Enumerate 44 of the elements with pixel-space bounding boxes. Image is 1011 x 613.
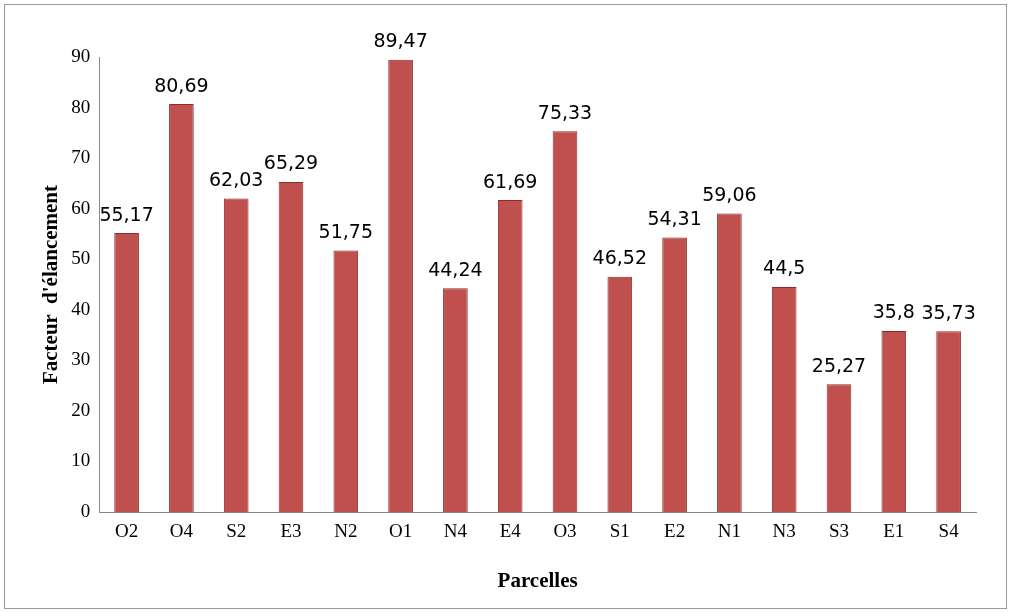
data-label: 35,8 — [872, 300, 915, 323]
x-tick-label: E2 — [664, 520, 686, 542]
x-tick-label: N2 — [334, 520, 358, 542]
data-label: 55,17 — [99, 202, 154, 225]
data-label: 44,24 — [428, 257, 483, 280]
x-tick-label: E3 — [280, 520, 302, 542]
data-label: 65,29 — [263, 151, 319, 174]
data-label: 62,03 — [209, 167, 264, 190]
data-label: 75,33 — [537, 100, 593, 123]
x-tick-label: E1 — [883, 520, 905, 542]
y-tick-label: 20 — [71, 398, 91, 420]
x-tick-label: E4 — [499, 520, 522, 542]
y-tick-label: 10 — [71, 449, 91, 471]
y-tick-label: 0 — [80, 499, 91, 521]
data-label: 46,52 — [592, 246, 647, 269]
data-label: 59,06 — [702, 182, 757, 205]
x-axis-title: Parcelles — [497, 567, 578, 592]
x-tick-label: S1 — [609, 520, 630, 542]
y-tick-label: 50 — [71, 247, 91, 269]
data-label: 51,75 — [318, 219, 373, 242]
y-tick-label: 30 — [71, 348, 91, 370]
x-tick-label: S4 — [938, 520, 960, 542]
data-label: 44,5 — [763, 256, 806, 279]
y-tick-label: 90 — [71, 44, 91, 66]
x-tick-label: S3 — [828, 520, 850, 542]
x-tick-label: O1 — [388, 520, 413, 542]
x-tick-label: O4 — [169, 520, 194, 542]
x-tick-label: N1 — [717, 520, 742, 542]
y-tick-label: 60 — [71, 196, 91, 218]
x-tick-label: S2 — [226, 520, 247, 542]
y-tick-label: 80 — [71, 95, 91, 117]
data-label: 89,47 — [373, 29, 428, 52]
y-axis-title: Facteur d'élancement — [38, 184, 63, 385]
x-tick-label: O2 — [114, 520, 139, 542]
x-tick-label: N4 — [443, 520, 468, 542]
y-tick-label: 70 — [71, 146, 91, 168]
data-label: 54,31 — [647, 206, 702, 229]
x-tick-label: N3 — [772, 520, 796, 542]
x-tick-label: O3 — [553, 520, 577, 542]
data-label: 35,73 — [921, 300, 976, 323]
data-label: 80,69 — [154, 73, 209, 96]
y-tick-label: 40 — [71, 297, 91, 319]
data-label: 25,27 — [811, 353, 867, 376]
data-label: 61,69 — [483, 169, 538, 192]
